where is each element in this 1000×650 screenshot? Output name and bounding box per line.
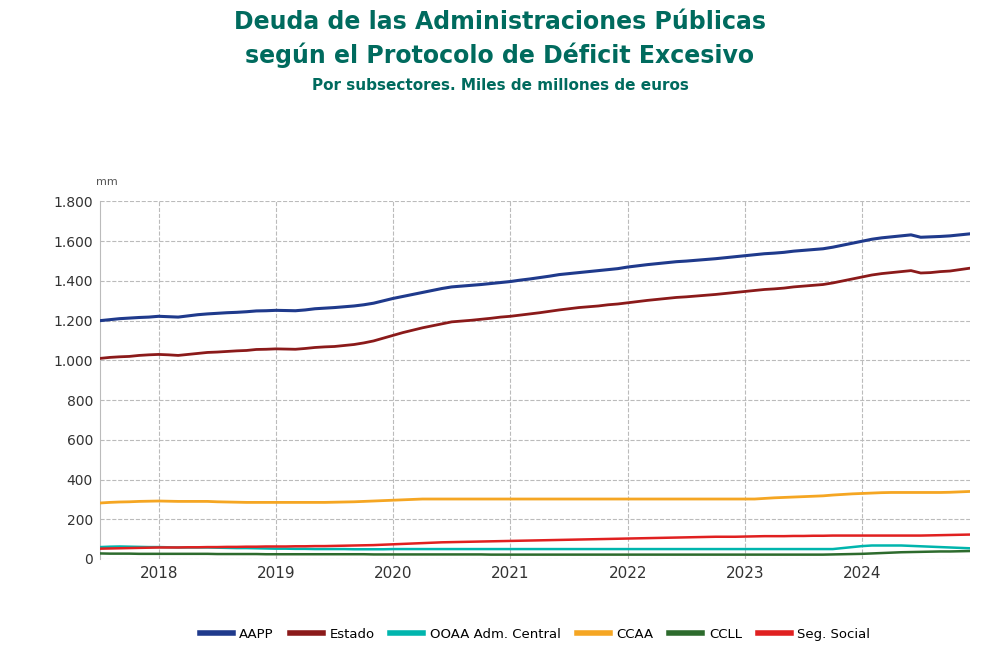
Text: mm: mm xyxy=(96,177,117,187)
Text: según el Protocolo de Déficit Excesivo: según el Protocolo de Déficit Excesivo xyxy=(245,42,755,68)
Text: Deuda de las Administraciones Públicas: Deuda de las Administraciones Públicas xyxy=(234,10,766,34)
Legend: AAPP, Estado, OOAA Adm. Central, CCAA, CCLL, Seg. Social: AAPP, Estado, OOAA Adm. Central, CCAA, C… xyxy=(195,623,875,647)
Text: Por subsectores. Miles de millones de euros: Por subsectores. Miles de millones de eu… xyxy=(312,78,688,93)
